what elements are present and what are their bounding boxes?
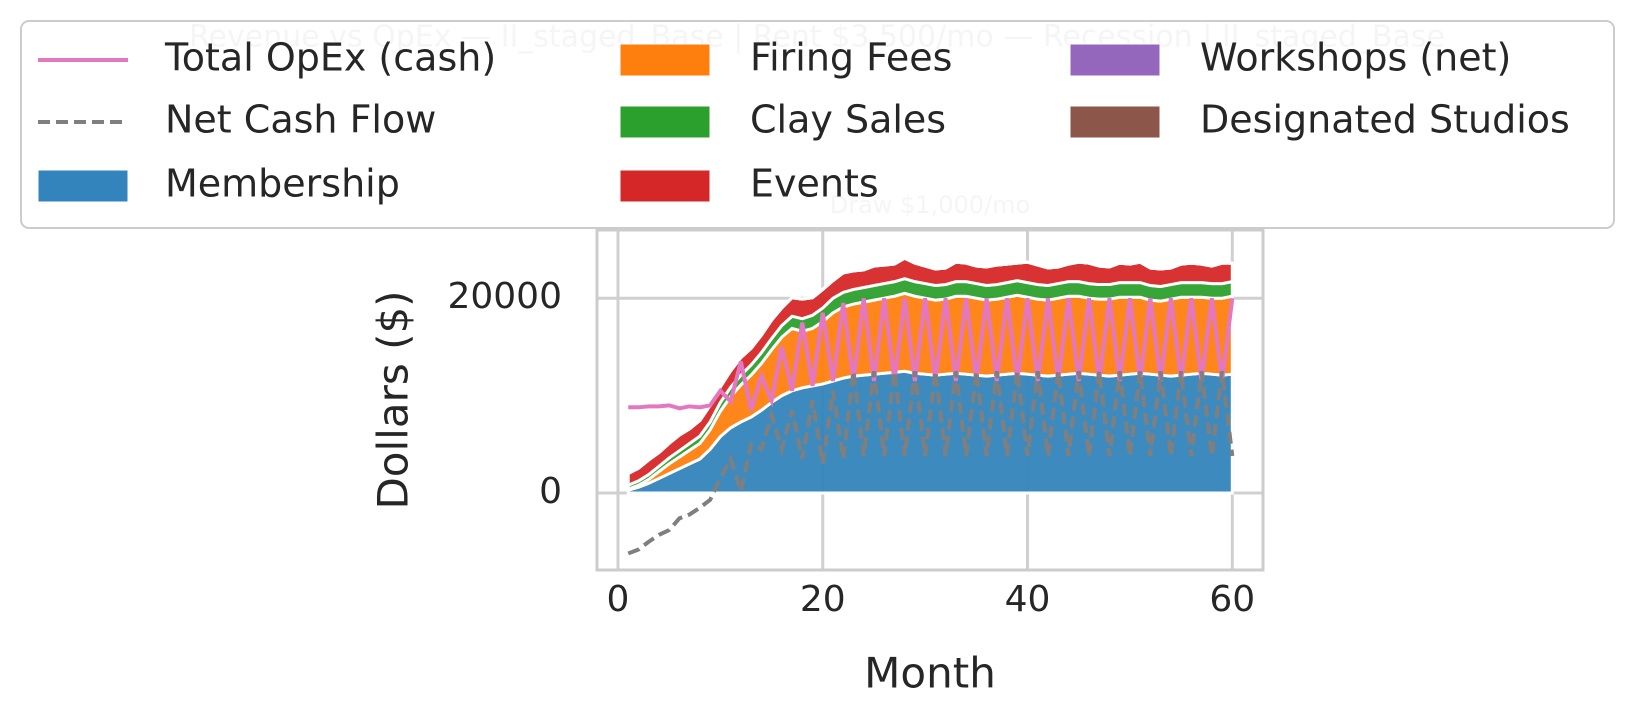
legend-label: Workshops (net) [1200,36,1511,80]
y-tick-label: 0 [539,471,562,512]
legend-label: Events [750,162,879,206]
legend-label: Total OpEx (cash) [164,36,496,80]
x-tick-label: 20 [800,579,846,620]
legend-label: Net Cash Flow [165,98,436,142]
axes-frame [595,228,1265,572]
legend-swatch [619,169,711,203]
x-tick-label: 40 [1005,579,1051,620]
y-axis-label: Dollars ($) [369,290,418,509]
line [628,297,1235,411]
legend-label: Firing Fees [750,36,952,80]
legend-swatch [37,169,129,203]
plot-layer [626,256,1235,556]
x-tick-label: 0 [607,579,630,620]
legend-frame [20,20,1615,229]
x-tick-label: 60 [1209,579,1255,620]
line [627,371,1235,556]
y-tick-label: 20000 [447,276,562,317]
legend-swatch [619,105,711,139]
legend-swatch [619,43,711,77]
legend-label: Designated Studios [1200,98,1570,142]
area [627,256,1233,475]
legend-swatch [1069,43,1161,77]
legend-swatch [1069,105,1161,139]
legend-label: Clay Sales [750,98,946,142]
x-axis-label: Month [864,649,996,698]
legend-label: Membership [165,162,400,206]
